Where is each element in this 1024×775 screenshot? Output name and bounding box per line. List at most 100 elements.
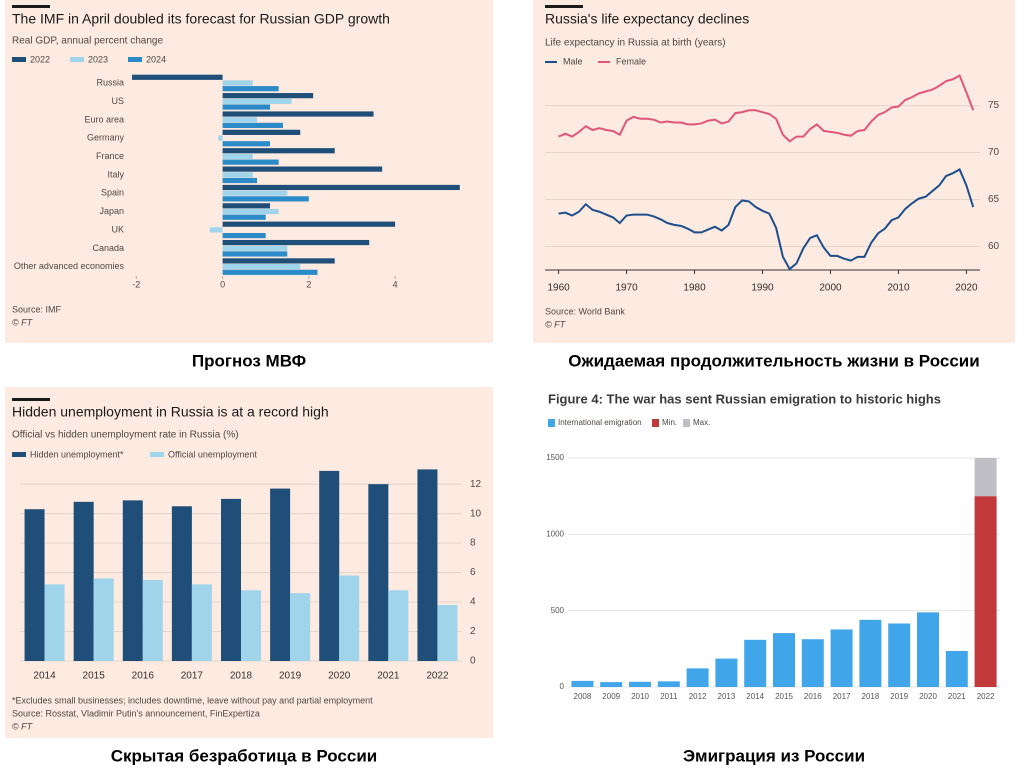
x-tick-label: 2020 <box>919 692 937 701</box>
bar-segment <box>773 633 795 687</box>
legend-label: 2024 <box>146 54 166 64</box>
bar <box>388 590 409 661</box>
x-tick-label: 2012 <box>689 692 707 701</box>
y-tick-label: 0 <box>560 682 565 691</box>
bar-segment <box>657 681 680 687</box>
y-tick-label: 10 <box>470 508 482 519</box>
bar <box>221 498 241 661</box>
x-tick-label: 2014 <box>33 671 56 682</box>
bar <box>222 190 288 196</box>
x-tick-label: 2 <box>306 279 311 289</box>
x-tick-label: 2017 <box>181 671 204 682</box>
footnote: *Excludes small businesses; includes dow… <box>12 695 373 705</box>
y-tick-label: 75 <box>988 100 1000 111</box>
bar <box>222 177 258 184</box>
x-tick-label: 2019 <box>890 692 908 701</box>
y-tick-label: 2 <box>470 626 476 637</box>
x-tick-label: 2011 <box>660 692 678 701</box>
bar <box>222 93 314 99</box>
source: Source: World Bank <box>545 306 625 316</box>
bar <box>368 484 389 661</box>
bar <box>222 245 288 251</box>
bar <box>270 488 291 661</box>
bar <box>218 135 223 141</box>
category-label: Germany <box>87 133 125 143</box>
legend-label: Male <box>563 56 583 66</box>
caption: Прогноз МВФ <box>192 351 306 370</box>
chart-subtitle: Life expectancy in Russia at birth (year… <box>545 38 726 49</box>
x-tick-label: 2022 <box>977 692 995 701</box>
bar <box>222 208 279 215</box>
legend-label: Min. <box>662 418 677 427</box>
chart-subtitle: Official vs hidden unemployment rate in … <box>12 430 239 441</box>
y-tick-label: 0 <box>470 656 476 667</box>
bar-segment <box>600 682 623 687</box>
panel-background <box>535 385 1015 745</box>
x-tick-label: 2020 <box>328 671 351 682</box>
credit: © FT <box>545 319 567 329</box>
bar <box>241 590 261 661</box>
bar <box>93 578 114 661</box>
bar <box>437 605 458 661</box>
bar <box>222 203 271 209</box>
legend-swatch <box>128 57 142 62</box>
x-tick-label: 2018 <box>862 692 880 701</box>
y-tick-label: 500 <box>551 606 565 615</box>
x-tick-label: 2016 <box>804 692 822 701</box>
y-tick-label: 1500 <box>546 453 564 462</box>
bar <box>222 172 253 178</box>
x-tick-label: -2 <box>132 279 140 289</box>
bar <box>24 509 45 661</box>
bar-segment <box>859 619 882 687</box>
bar-segment <box>686 668 709 687</box>
y-tick-label: 12 <box>470 479 482 490</box>
y-tick-label: 6 <box>470 567 476 578</box>
bar <box>222 214 266 220</box>
category-label: Japan <box>99 206 124 216</box>
bar <box>171 506 192 661</box>
bar <box>222 264 301 270</box>
x-tick-label: 2014 <box>746 692 764 701</box>
x-tick-label: 2020 <box>955 283 978 294</box>
bar-segment <box>744 639 767 687</box>
category-label: Spain <box>101 188 124 198</box>
category-label: Canada <box>92 243 124 253</box>
bar <box>209 227 223 233</box>
bar <box>132 74 223 80</box>
x-tick-label: 2008 <box>574 692 592 701</box>
bar <box>222 184 460 191</box>
category-label: Euro area <box>84 114 124 124</box>
y-tick-label: 65 <box>988 194 1000 205</box>
x-tick-label: 2015 <box>775 692 793 701</box>
category-label: UK <box>111 224 124 234</box>
bar <box>222 86 279 92</box>
bar <box>73 501 94 661</box>
bar <box>222 258 335 264</box>
x-tick-label: 2010 <box>631 692 649 701</box>
credit: © FT <box>12 317 34 327</box>
bar <box>44 584 65 661</box>
chart-title: Russia's life expectancy declines <box>545 11 749 27</box>
x-tick-label: 2000 <box>819 283 842 294</box>
chart-title: Figure 4: The war has sent Russian emigr… <box>548 391 941 406</box>
source: Source: IMF <box>12 304 62 314</box>
bar <box>191 584 212 661</box>
bar <box>222 148 335 154</box>
bar <box>290 593 311 661</box>
x-tick-label: 2021 <box>948 692 966 701</box>
chart-panel: The IMF in April doubled its forecast fo… <box>5 0 493 370</box>
line-series <box>558 74 975 143</box>
bar-segment <box>830 629 853 687</box>
bar-segment <box>974 458 997 497</box>
bar-segment <box>945 650 968 687</box>
line-series <box>558 168 975 271</box>
x-tick-label: 2016 <box>132 671 155 682</box>
x-tick-label: 0 <box>220 279 225 289</box>
chart-panel: Russia's life expectancy declines Life ex… <box>533 0 1015 370</box>
legend-swatch <box>12 57 26 62</box>
legend-swatch <box>548 419 555 427</box>
header-bar <box>12 5 50 8</box>
y-tick-label: 1000 <box>546 529 564 538</box>
bar <box>222 232 266 239</box>
